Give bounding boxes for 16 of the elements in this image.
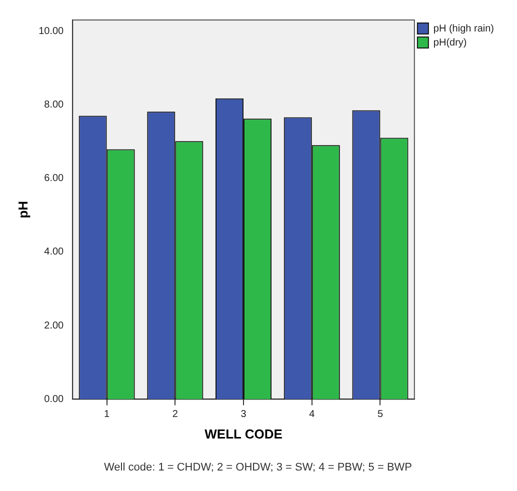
x-tick-label: 3 — [240, 408, 247, 420]
y-tick-label: 2.00 — [44, 320, 64, 332]
y-axis-title: pH — [15, 200, 30, 218]
x-tick-label: 5 — [377, 408, 384, 420]
y-tick-label: 6.00 — [44, 173, 64, 184]
x-tick-label: 1 — [104, 408, 110, 420]
x-tick-label: 2 — [172, 408, 178, 420]
y-tick-label: 4.00 — [44, 246, 64, 258]
legend-label: pH(dry) — [433, 37, 467, 48]
legend-label: pH (high rain) — [433, 23, 494, 34]
y-tick-label: 10.00 — [38, 26, 64, 37]
text: Well code: 1 = CHDW; 2 = OHDW; 3 = SW; 4 = PBW; 5 = BWP — [104, 461, 412, 474]
x-axis-title: WELL CODE — [204, 426, 283, 442]
y-tick-label: 8.00 — [44, 99, 64, 110]
y-tick-label: 0.00 — [44, 394, 64, 405]
x-tick-label: 4 — [309, 408, 316, 420]
